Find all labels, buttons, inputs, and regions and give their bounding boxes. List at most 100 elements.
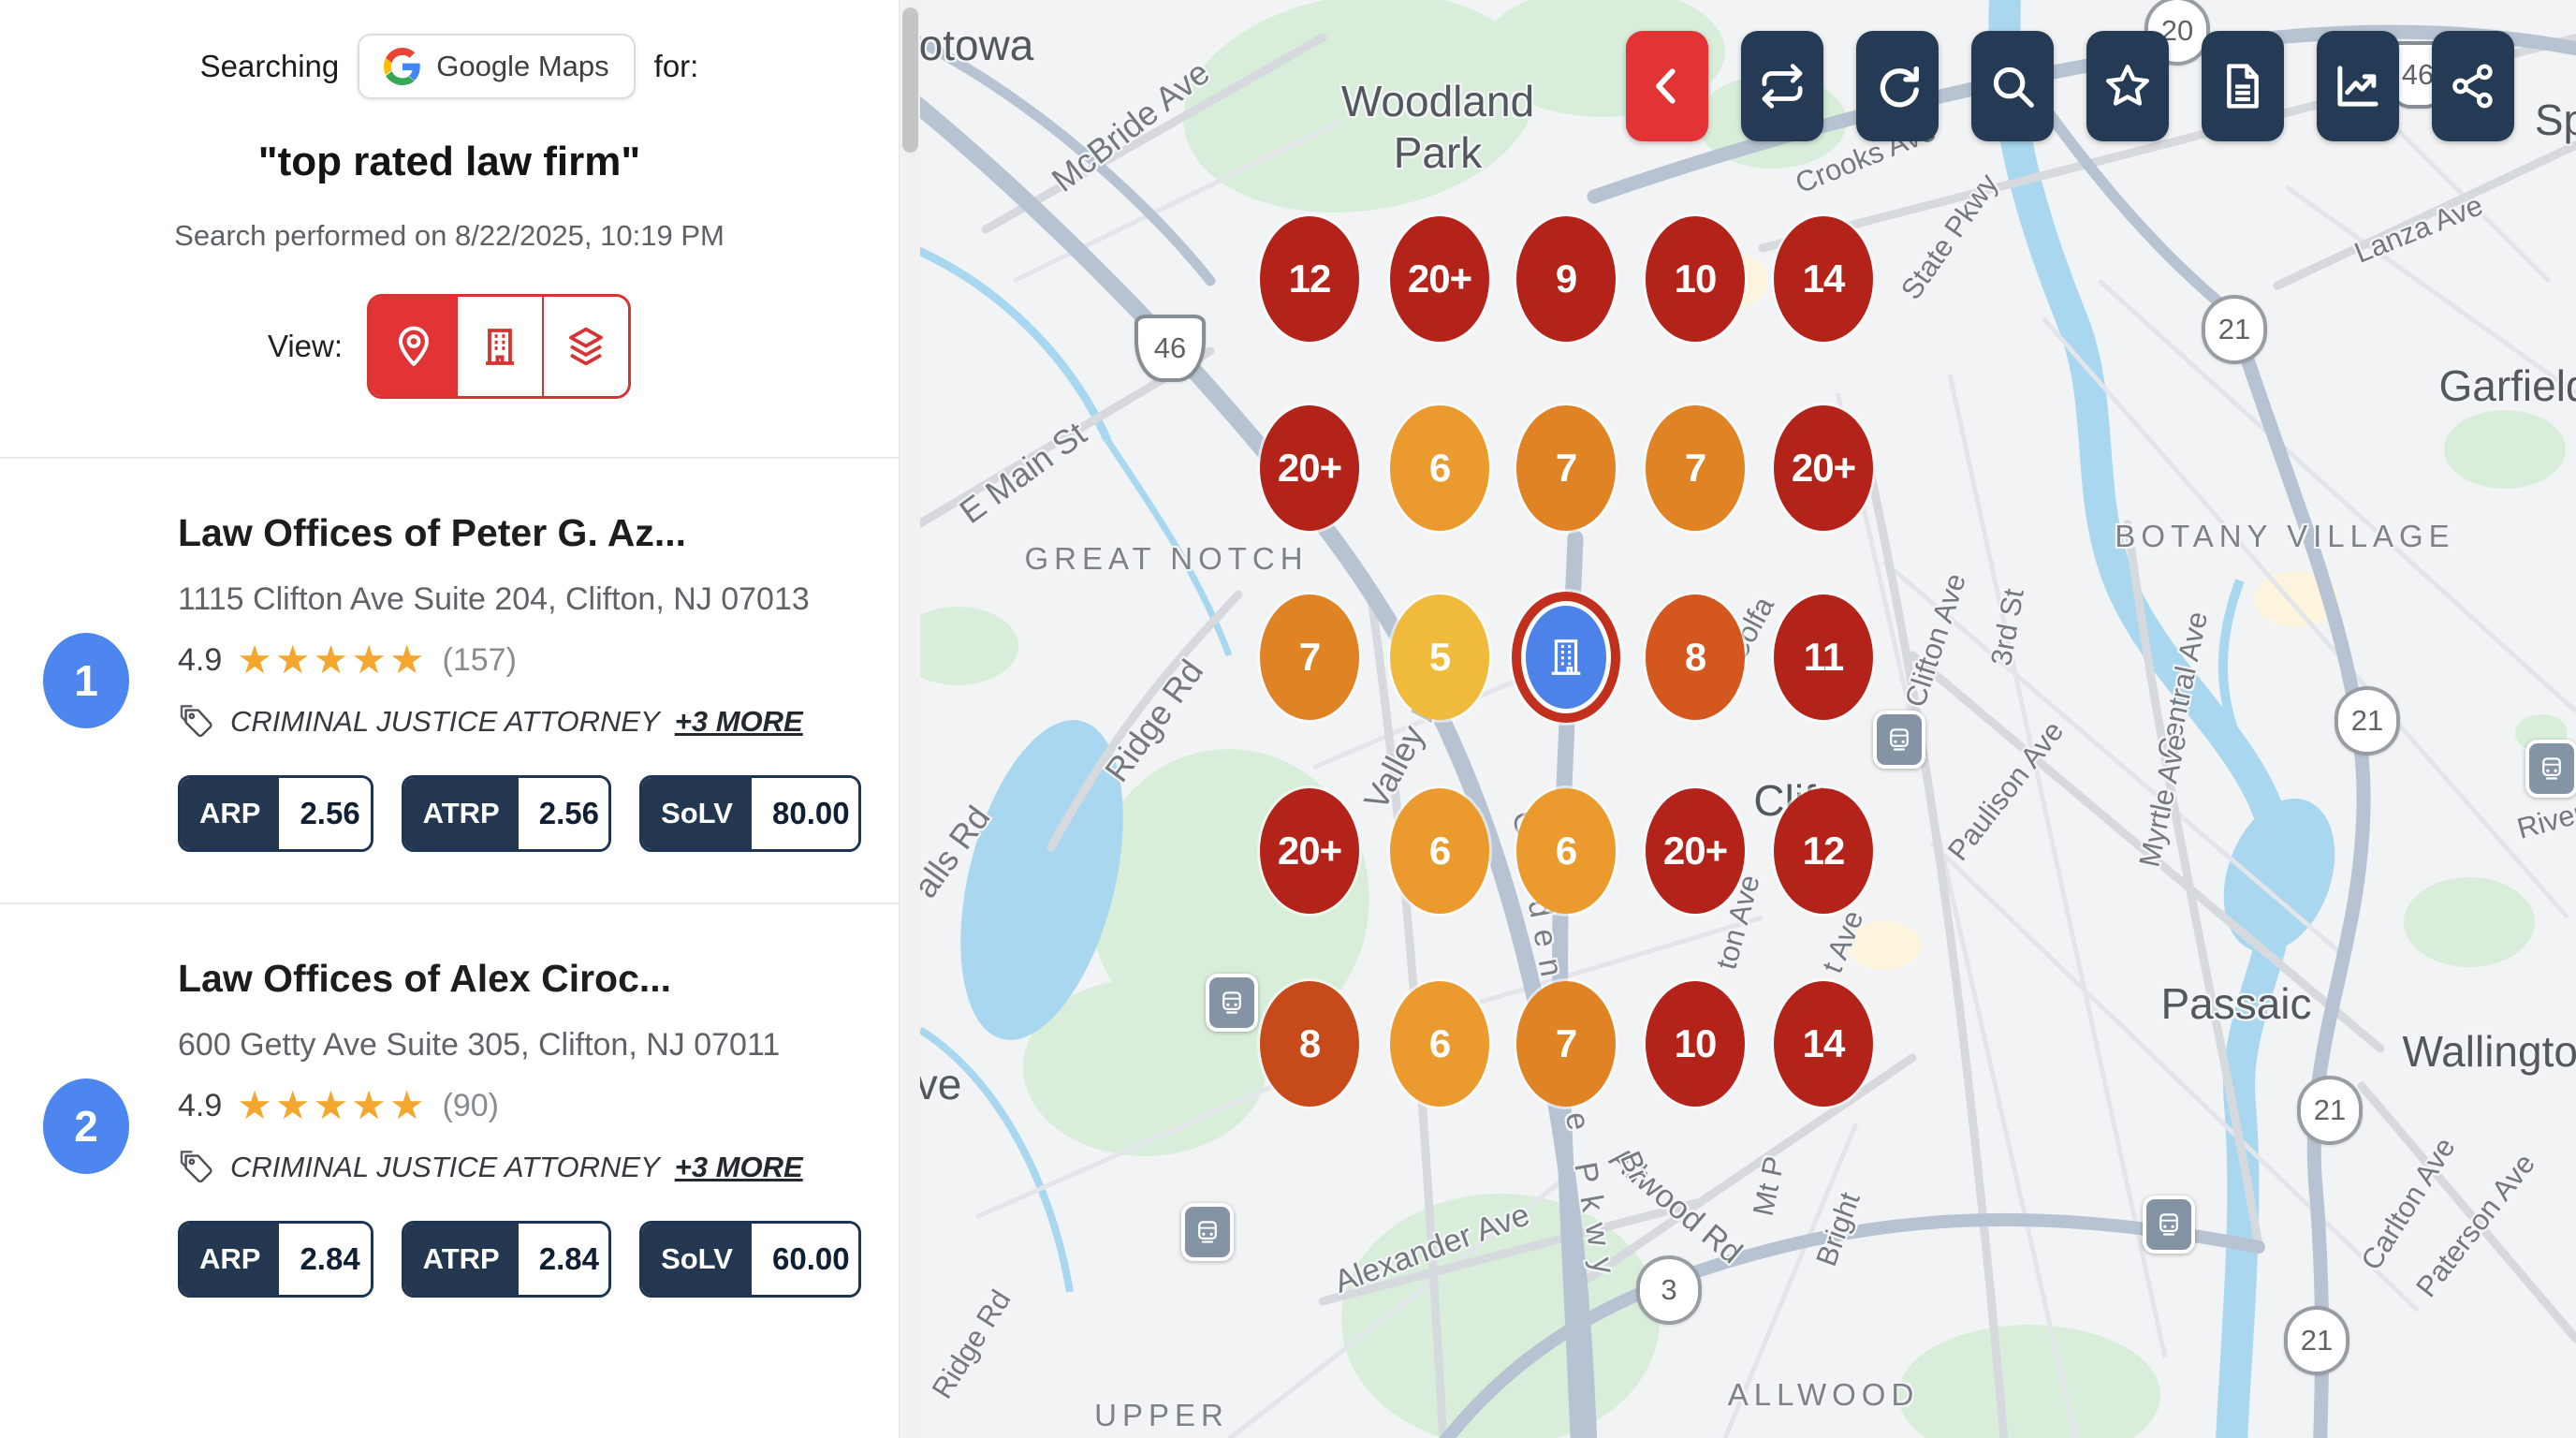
search-header: Searching Google Maps for: "top rated la… (0, 0, 899, 459)
cluster-marker[interactable]: 9 (1516, 216, 1616, 342)
cluster-marker[interactable]: 20+ (1774, 405, 1873, 531)
route-shield: 21 (2202, 295, 2267, 364)
cluster-marker[interactable]: 7 (1260, 594, 1359, 720)
more-categories-link[interactable]: +3 MORE (674, 1151, 803, 1183)
review-count: (157) (442, 641, 517, 678)
listing-address: 600 Getty Ave Suite 305, Clifton, NJ 070… (178, 1027, 781, 1063)
results-sidebar: Searching Google Maps for: "top rated la… (0, 0, 920, 1438)
metric-label: ATRP (403, 778, 519, 849)
toolbar-redo-button[interactable] (1856, 31, 1939, 141)
transit-stop-icon[interactable] (1206, 974, 1258, 1032)
listing-rating-row: 4.9 ★★★★★ (90) (178, 1086, 861, 1125)
view-label: View: (267, 329, 344, 363)
listing-card[interactable]: 2 Law Offices of Alex Ciroc... 600 Getty… (0, 902, 899, 1348)
cluster-marker[interactable]: 8 (1260, 981, 1359, 1107)
cluster-marker[interactable]: 20+ (1390, 216, 1489, 342)
metric-value: 2.84 (518, 1224, 609, 1295)
listing-card[interactable]: 1 Law Offices of Peter G. Az... 1115 Cli… (0, 459, 899, 902)
google-logo-icon (384, 48, 421, 85)
metric-badge: ARP 2.56 (178, 775, 373, 852)
toolbar-report-button[interactable] (2202, 31, 2284, 141)
tag-icon (180, 705, 212, 738)
star-rating-icon: ★★★★★ (237, 1083, 428, 1127)
transit-stop-icon[interactable] (2525, 740, 2576, 798)
rank-badge: 1 (43, 633, 129, 728)
metric-badge: ARP 2.84 (178, 1221, 373, 1298)
listing-rating-row: 4.9 ★★★★★ (157) (178, 640, 861, 680)
metric-badge: ATRP 2.84 (401, 1221, 612, 1298)
search-suffix: for: (653, 49, 699, 83)
cluster-marker[interactable]: 7 (1516, 405, 1616, 531)
cluster-marker[interactable]: 7 (1516, 981, 1616, 1107)
scrollbar-thumb[interactable] (902, 7, 918, 153)
cluster-marker[interactable]: 14 (1774, 981, 1873, 1107)
toolbar-sync-button[interactable] (1741, 31, 1823, 141)
metrics-row: ARP 2.84 ATRP 2.84 SoLV 60.00 (178, 1221, 861, 1298)
cluster-marker[interactable]: 6 (1390, 405, 1489, 531)
rank-badge: 2 (43, 1078, 129, 1174)
star-rating-icon: ★★★★★ (237, 638, 428, 682)
cluster-marker[interactable]: 12 (1260, 216, 1359, 342)
transit-stop-icon[interactable] (1181, 1203, 1234, 1261)
metric-label: ATRP (403, 1224, 519, 1295)
cluster-marker[interactable]: 6 (1390, 981, 1489, 1107)
listing-category-row: CRIMINAL JUSTICE ATTORNEY +3 MORE (178, 1150, 861, 1185)
map-canvas[interactable]: otowa McBride Ave Woodland Park E Main S… (920, 0, 2576, 1438)
route-shield: 21 (2284, 1306, 2349, 1375)
metric-label: SoLV (642, 778, 752, 849)
view-layers-toggle[interactable] (542, 297, 629, 396)
cluster-marker[interactable]: 6 (1390, 788, 1489, 914)
cluster-marker[interactable]: 6 (1516, 788, 1616, 914)
cluster-marker[interactable]: 7 (1646, 405, 1745, 531)
cluster-marker[interactable]: 11 (1774, 594, 1873, 720)
listing-title: Law Offices of Alex Ciroc... (178, 957, 672, 1000)
rating-value: 4.9 (178, 1087, 223, 1123)
metric-value: 80.00 (752, 778, 859, 849)
transit-stop-icon[interactable] (2143, 1196, 2195, 1254)
metric-value: 2.56 (279, 778, 371, 849)
tag-icon (180, 1151, 212, 1183)
search-timestamp: Search performed on 8/22/2025, 10:19 PM (174, 219, 724, 252)
view-pin-toggle[interactable] (370, 297, 457, 396)
toolbar-search-button[interactable] (1971, 31, 2054, 141)
view-building-toggle[interactable] (456, 297, 543, 396)
center-business-marker[interactable] (1512, 592, 1620, 723)
cluster-marker[interactable]: 12 (1774, 788, 1873, 914)
metric-badge: ATRP 2.56 (401, 775, 612, 852)
cluster-marker[interactable]: 20+ (1646, 788, 1745, 914)
cluster-marker[interactable]: 20+ (1260, 405, 1359, 531)
sidebar-scrollbar[interactable] (899, 0, 920, 1438)
metric-badge: SoLV 60.00 (639, 1221, 861, 1298)
cluster-marker[interactable]: 14 (1774, 216, 1873, 342)
building-icon (1551, 639, 1581, 675)
toolbar-favorite-button[interactable] (2086, 31, 2169, 141)
review-count: (90) (442, 1087, 499, 1123)
toolbar-back-button[interactable] (1626, 31, 1708, 141)
view-toggle-group (367, 294, 632, 399)
cluster-marker[interactable]: 8 (1646, 594, 1745, 720)
map-base-layer (920, 0, 2576, 1438)
search-prefix: Searching (199, 49, 340, 83)
google-maps-button[interactable]: Google Maps (358, 34, 636, 99)
section-divider (0, 457, 899, 459)
results-list: 1 Law Offices of Peter G. Az... 1115 Cli… (0, 459, 899, 1348)
cluster-marker[interactable]: 20+ (1260, 788, 1359, 914)
metric-label: ARP (181, 778, 280, 849)
toolbar-analytics-button[interactable] (2317, 31, 2399, 141)
transit-stop-icon[interactable] (1873, 711, 1925, 769)
metric-value: 2.84 (279, 1224, 371, 1295)
metric-value: 60.00 (752, 1224, 859, 1295)
cluster-marker[interactable]: 10 (1646, 981, 1745, 1107)
route-shield: 21 (2297, 1076, 2363, 1145)
cluster-marker[interactable]: 5 (1390, 594, 1489, 720)
toolbar-share-button[interactable] (2432, 31, 2514, 141)
map-toolbar (1626, 31, 2514, 141)
more-categories-link[interactable]: +3 MORE (674, 705, 803, 738)
cluster-marker[interactable]: 10 (1646, 216, 1745, 342)
listing-title: Law Offices of Peter G. Az... (178, 511, 686, 554)
listing-address: 1115 Clifton Ave Suite 204, Clifton, NJ … (178, 581, 810, 617)
metric-label: SoLV (642, 1224, 752, 1295)
metric-value: 2.56 (518, 778, 609, 849)
route-shield: 3 (1636, 1255, 1702, 1325)
